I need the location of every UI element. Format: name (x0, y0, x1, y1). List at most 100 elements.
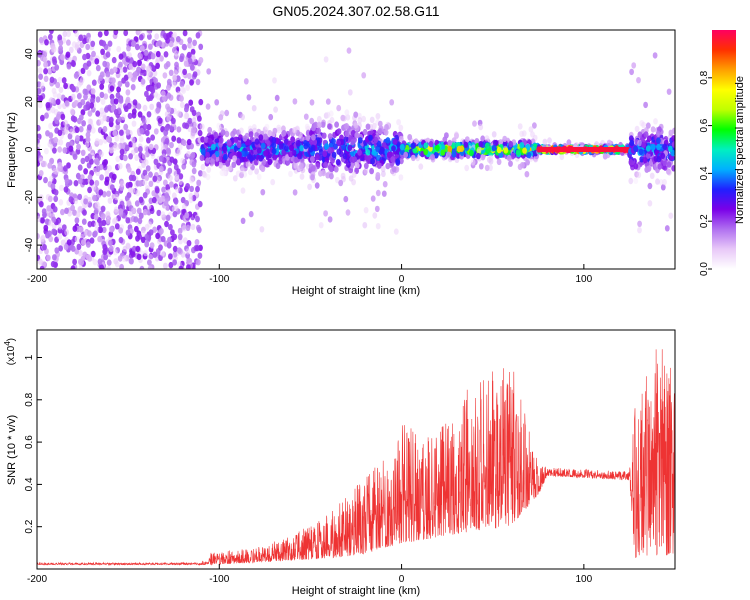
spectrogram-cell (78, 126, 84, 133)
spectrogram-cell (128, 63, 134, 70)
spectrogram-cell (496, 146, 502, 154)
spectrogram-cell (105, 135, 111, 143)
snr-y-multiplier-open: (x10 (6, 345, 17, 365)
spectrogram-cell (80, 239, 86, 246)
spectrogram-cell (381, 142, 387, 149)
spectrogram-cell (146, 30, 151, 36)
spectrogram-cell (339, 134, 344, 141)
spectrogram-cell (253, 148, 259, 155)
spectrogram-cell (660, 152, 666, 159)
spectrogram-cell (47, 195, 53, 202)
spectrogram-cell (216, 122, 222, 130)
spectrogram-cell (58, 199, 64, 206)
spectrogram-cell (92, 259, 98, 266)
spectrogram-cell (43, 176, 48, 184)
spectrogram-cell (636, 77, 641, 84)
spectrogram-cell (61, 77, 67, 84)
spectrogram-cell (166, 242, 172, 249)
spectrogram-cell (273, 106, 278, 113)
spectrogram-cell (63, 82, 68, 90)
spectrogram-cell (80, 157, 86, 165)
spectrogram-cell (325, 111, 331, 119)
spectrogram-cell (64, 207, 69, 214)
spectrogram-cell (131, 108, 137, 115)
spectrogram-cell (48, 235, 54, 243)
spectrogram-cell (60, 54, 65, 61)
spectrogram-cell (60, 208, 65, 216)
spectrogram-cell (75, 148, 81, 155)
spectrogram-cell (293, 156, 299, 164)
spectrogram-cell (656, 137, 661, 144)
spectrogram-cell (392, 138, 398, 146)
spectrogram-cell (369, 167, 374, 175)
spectrogram-cell (164, 111, 170, 118)
spectrogram-cell (660, 184, 666, 191)
spectrogram-cell (171, 135, 177, 142)
spectrogram-cell (166, 84, 171, 91)
spectrogram-cell (240, 217, 246, 224)
spectrogram-cell (63, 125, 69, 133)
spectrogram-cell (102, 114, 108, 122)
spectrogram-cell (50, 183, 56, 190)
spectrogram-cell (82, 37, 87, 45)
spectrogram-cell (192, 39, 198, 46)
spectrogram-cell (276, 126, 282, 134)
spectrogram-cell (116, 86, 121, 93)
spectrogram-cell (58, 245, 63, 252)
snr-y-tick-label: 0.2 (24, 519, 35, 533)
spectrogram-cell (177, 233, 183, 241)
spectrogram-cell (263, 133, 268, 140)
spectrogram-cell (362, 222, 368, 229)
spectrogram-cell (53, 136, 59, 144)
spectrogram-cell (152, 251, 158, 258)
spectrogram-cell (484, 142, 490, 149)
spectrogram-cell (89, 102, 95, 109)
spectrogram-cell (42, 56, 48, 63)
spectrogram-cell (398, 135, 404, 143)
spectrogram-cell (637, 227, 642, 234)
spectrogram-cell (176, 110, 182, 117)
spectrogram-cell (89, 158, 94, 165)
spectrogram-cell (141, 153, 147, 160)
snr-y-multiplier-close: ) (6, 338, 17, 341)
spectrogram-cell (134, 225, 139, 233)
spectrogram-cell (49, 30, 54, 34)
spectrogram-cell (375, 172, 381, 179)
spectrogram-cell (205, 157, 210, 164)
spectrogram-cell (142, 208, 148, 216)
spectrogram-cell (38, 95, 44, 102)
spectrogram-cell (38, 36, 44, 44)
spectrogram-cell (37, 67, 43, 74)
spectrogram-cell (52, 147, 57, 154)
spectrogram-cell (655, 178, 660, 185)
spectrogram-cell (284, 145, 289, 152)
spectrogram-cell (357, 149, 362, 156)
spectrogram-cell (166, 106, 172, 113)
spectrogram-cell (293, 162, 299, 169)
spectrogram-cell (214, 99, 220, 106)
spectrogram-cell (226, 139, 232, 146)
spectrogram-cell (172, 41, 178, 49)
spectrogram-cell (260, 165, 266, 172)
spectrogram-cell (272, 127, 278, 135)
spectrogram-cell (423, 148, 429, 156)
spectrogram-cell (662, 179, 667, 186)
spectrogram-y-tick-label: -40 (24, 237, 35, 252)
spectrogram-cell (268, 113, 274, 121)
spectrogram-cell (199, 123, 205, 130)
spectrogram-cell (79, 259, 84, 266)
spectrogram-cell (303, 143, 309, 150)
spectrogram-cell (307, 183, 312, 190)
spectrogram-cell (121, 114, 126, 121)
spectrogram-cell (464, 164, 470, 172)
spectrogram-cell (376, 140, 382, 147)
spectrogram-cell (338, 179, 344, 187)
spectrogram-cell (506, 154, 512, 162)
spectrogram-cell (361, 72, 367, 79)
spectrogram-cell (117, 255, 123, 262)
spectrogram-cell (299, 162, 304, 170)
spectrogram-cell (125, 229, 131, 236)
spectrogram-cell (454, 131, 459, 138)
spectrogram-cell (90, 97, 95, 104)
spectrogram-cell (80, 67, 86, 75)
